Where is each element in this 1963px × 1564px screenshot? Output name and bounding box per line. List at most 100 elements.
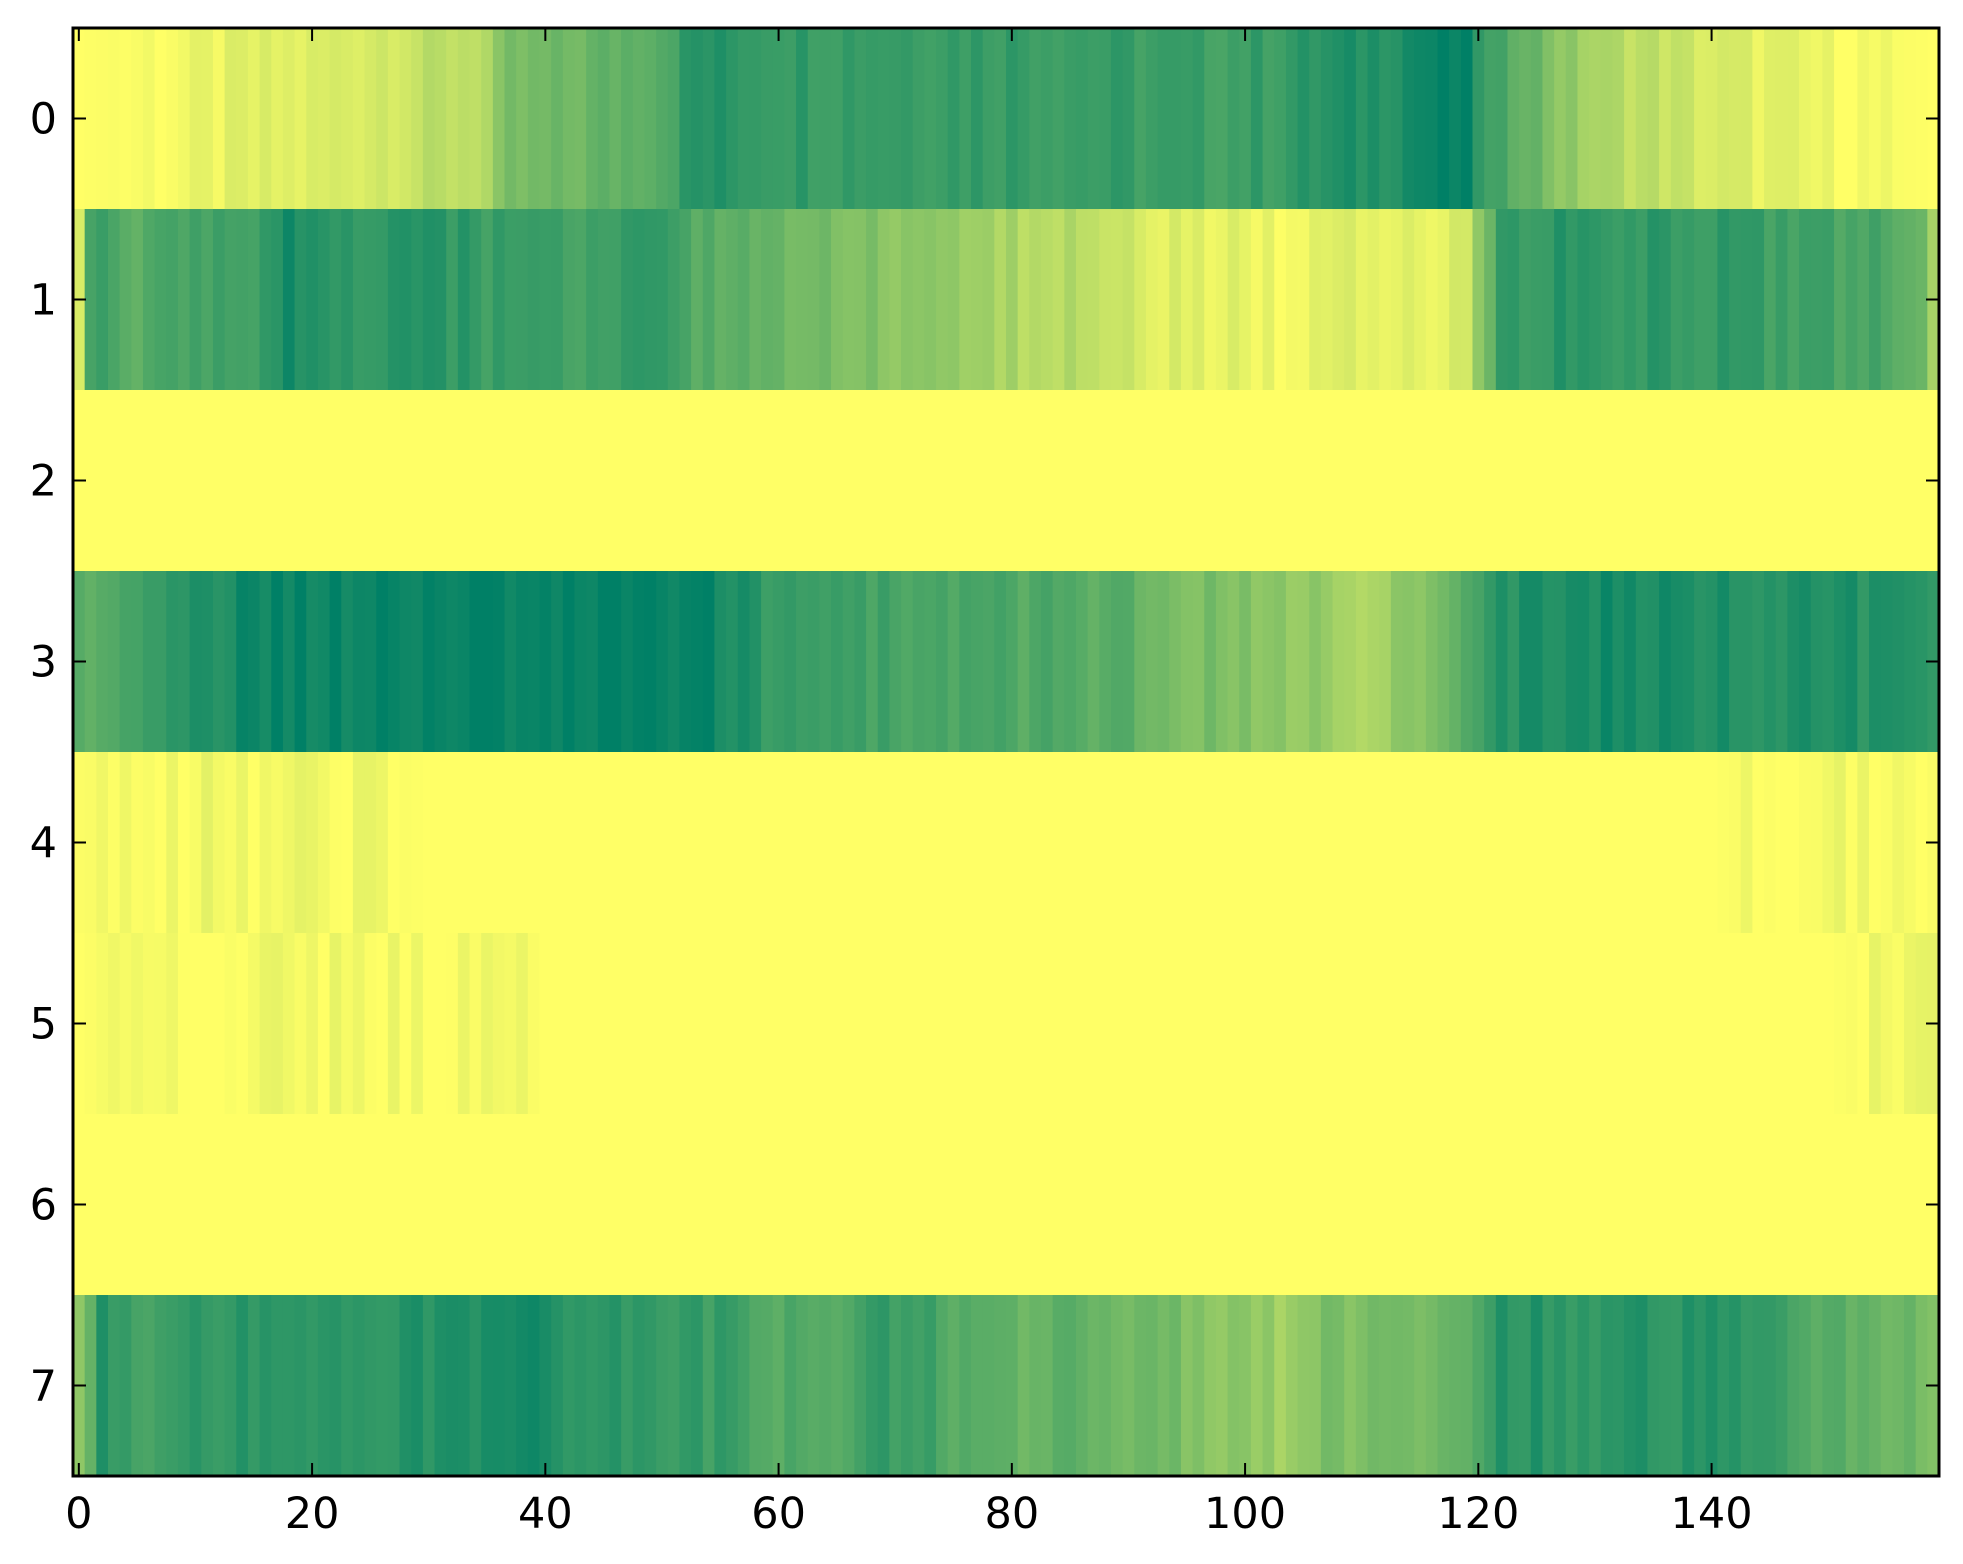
heatmap-cell — [1099, 1295, 1112, 1477]
heatmap-cell — [901, 1114, 914, 1296]
heatmap-cell — [1659, 28, 1672, 210]
heatmap-cell — [772, 390, 786, 572]
heatmap-cell — [131, 752, 144, 934]
heatmap-cell — [889, 752, 902, 934]
heatmap-cell — [1880, 390, 1893, 572]
heatmap-cell — [1694, 28, 1707, 210]
heatmap-cell — [1892, 752, 1905, 934]
heatmap-cell — [1659, 752, 1672, 934]
heatmap-cell — [1087, 1114, 1100, 1296]
heatmap-cell — [1110, 933, 1124, 1115]
heatmap-cell — [726, 209, 739, 391]
heatmap-cell — [901, 752, 914, 934]
heatmap-cell — [1309, 933, 1322, 1115]
heatmap-cell — [1752, 1114, 1765, 1296]
heatmap-cell — [784, 390, 797, 572]
heatmap-cell — [1355, 571, 1369, 753]
heatmap-cell — [761, 1295, 774, 1477]
heatmap-cell — [1087, 1295, 1100, 1477]
heatmap-cell — [866, 752, 879, 934]
y-tick-label: 3 — [30, 638, 57, 688]
heatmap-cell — [1647, 1295, 1660, 1477]
heatmap-cell — [877, 752, 890, 934]
heatmap-cell — [714, 390, 727, 572]
heatmap-cell — [1017, 933, 1030, 1115]
heatmap-cell — [422, 390, 436, 572]
heatmap-cell — [364, 1114, 377, 1296]
heatmap-cell — [609, 752, 622, 934]
heatmap-cell — [177, 1114, 191, 1296]
heatmap-cell — [1309, 1295, 1322, 1477]
heatmap-cell — [1204, 1114, 1217, 1296]
heatmap-cell — [1017, 571, 1030, 753]
heatmap-cell — [831, 1295, 844, 1477]
heatmap-cell — [866, 209, 879, 391]
heatmap-cell — [1834, 1114, 1847, 1296]
heatmap-cell — [387, 1114, 401, 1296]
heatmap-cell — [912, 28, 925, 210]
heatmap-cell — [1250, 933, 1264, 1115]
heatmap-cell — [317, 1114, 331, 1296]
heatmap-cell — [831, 390, 844, 572]
heatmap-cell — [352, 752, 366, 934]
heatmap-cell — [1052, 571, 1065, 753]
heatmap-cell — [189, 28, 202, 210]
heatmap-cell — [842, 933, 855, 1115]
heatmap-cell — [1250, 571, 1264, 753]
heatmap-cell — [1040, 28, 1054, 210]
heatmap-cell — [1145, 390, 1159, 572]
heatmap-cell — [271, 1295, 284, 1477]
heatmap-cell — [1309, 1114, 1322, 1296]
heatmap-cell — [597, 209, 611, 391]
heatmap-cell — [1449, 933, 1462, 1115]
heatmap-cell — [516, 1295, 529, 1477]
heatmap-cell — [1915, 390, 1928, 572]
heatmap-cell — [1869, 209, 1882, 391]
y-tick-label: 0 — [30, 95, 57, 145]
heatmap-cell — [1250, 1295, 1264, 1477]
heatmap-cell — [1425, 1295, 1439, 1477]
heatmap-cell — [1904, 390, 1917, 572]
heatmap-cell — [84, 1114, 97, 1296]
heatmap-cell — [119, 933, 132, 1115]
heatmap-cell — [329, 209, 342, 391]
heatmap-cell — [1752, 1295, 1765, 1477]
heatmap-cell — [1367, 1295, 1380, 1477]
heatmap-cell — [854, 933, 867, 1115]
heatmap-cell — [166, 28, 179, 210]
heatmap-cell — [632, 571, 646, 753]
heatmap-cell — [667, 209, 681, 391]
heatmap-cell — [1274, 933, 1287, 1115]
heatmap-cell — [621, 28, 634, 210]
heatmap-cell — [1810, 752, 1823, 934]
heatmap-cell — [84, 209, 97, 391]
heatmap-cell — [1600, 1114, 1614, 1296]
heatmap-cell — [726, 1295, 739, 1477]
heatmap-cell — [1764, 209, 1777, 391]
heatmap-cell — [1495, 752, 1509, 934]
heatmap-cell — [796, 752, 809, 934]
heatmap-cell — [1169, 752, 1182, 934]
heatmap-cell — [446, 571, 459, 753]
heatmap-cell — [831, 1114, 844, 1296]
heatmap-cell — [1402, 933, 1415, 1115]
heatmap-cell — [1915, 933, 1928, 1115]
heatmap-cell — [527, 933, 541, 1115]
heatmap-cell — [84, 1295, 97, 1477]
heatmap-cell — [947, 28, 960, 210]
heatmap-cell — [1122, 933, 1135, 1115]
heatmap-cell — [294, 1295, 307, 1477]
heatmap-cell — [516, 1114, 529, 1296]
heatmap-cell — [1717, 209, 1730, 391]
heatmap-cell — [889, 933, 902, 1115]
heatmap-cell — [1157, 752, 1170, 934]
heatmap-cell — [551, 209, 564, 391]
heatmap-cell — [1344, 1295, 1357, 1477]
heatmap-cell — [1647, 390, 1660, 572]
heatmap-cell — [411, 1295, 424, 1477]
heatmap-cell — [177, 571, 191, 753]
heatmap-cell — [1495, 28, 1509, 210]
heatmap-cell — [1006, 571, 1019, 753]
heatmap-cell — [1425, 1114, 1439, 1296]
heatmap-cell — [376, 1114, 389, 1296]
